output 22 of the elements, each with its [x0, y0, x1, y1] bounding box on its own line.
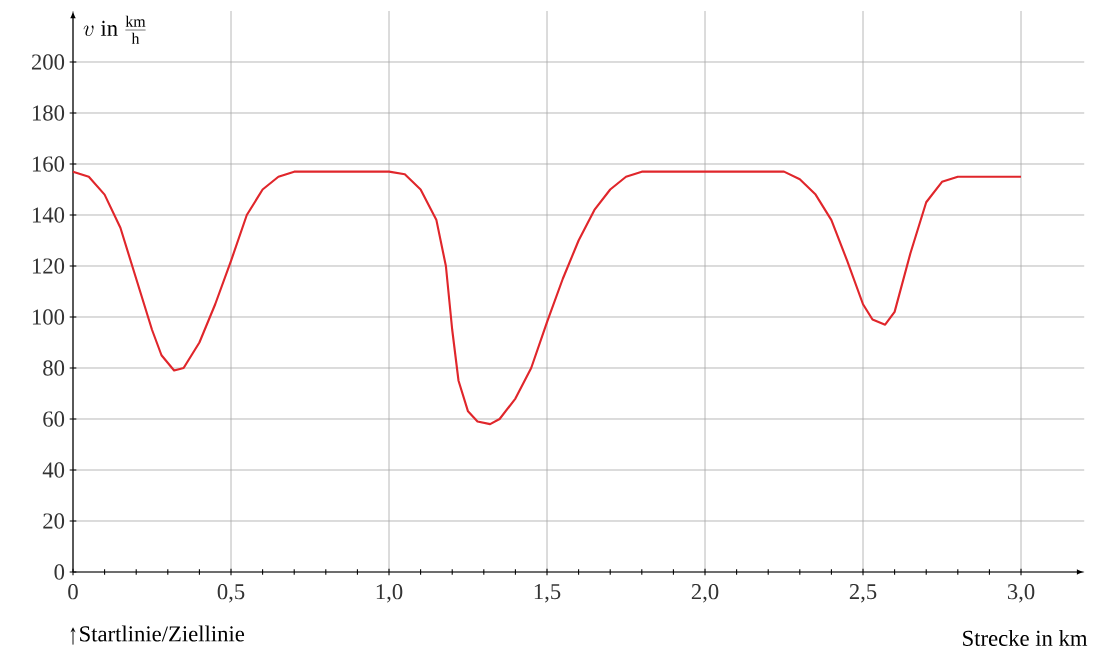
x-axis-title: Strecke in km [963, 630, 1088, 646]
y-tick-label: 160 [32, 156, 65, 172]
y-tick-label: 200 [31, 54, 65, 70]
x-tick-label: 1,0 [376, 584, 403, 603]
y-tick-label: 140 [32, 207, 65, 223]
y-tick-label: 0 [54, 564, 65, 580]
y-tick-label: 180 [32, 105, 65, 121]
text: Startlinie/Ziellinie [80, 625, 245, 642]
line-series [71, 170, 1023, 426]
x-tick-label: 0,5 [217, 584, 245, 603]
y-tick-label: 20 [43, 513, 65, 529]
y-tick-label: 120 [32, 258, 65, 274]
x-tick-label: 2,0 [691, 584, 719, 603]
y-tick-label: 100 [32, 309, 65, 325]
x-tick-label: 0 [68, 584, 78, 600]
x-tick-label: 1,5 [534, 584, 561, 603]
y-tick-label: 80 [43, 360, 65, 376]
y-tick-label: 40 [42, 462, 65, 478]
y-tick-label: 60 [43, 411, 65, 427]
y-axis-title: $v\ \mathrm{in}\ \frac{\mathrm{km}}{\mathrm{h}}$ [83, 15, 146, 44]
x-tick-label: 2,5 [849, 584, 877, 603]
x-tick-label: 3,0 [1007, 584, 1035, 603]
